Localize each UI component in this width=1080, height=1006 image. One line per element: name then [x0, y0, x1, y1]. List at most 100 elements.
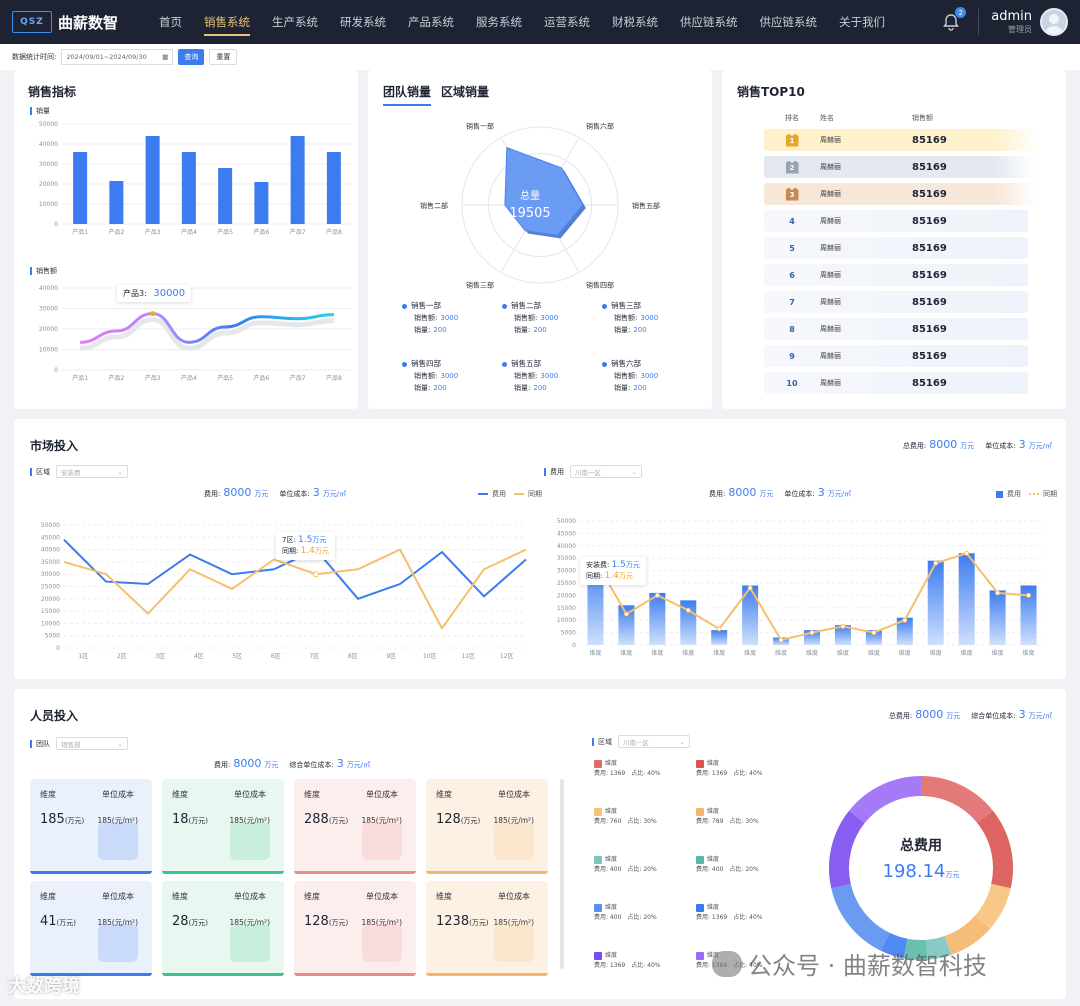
medal-icon: 1 [785, 133, 799, 147]
team-tile[interactable]: 维度 单位成本 185(万元) 185(元/m²) [30, 779, 152, 874]
team-tile[interactable]: 维度 单位成本 41(万元) 185(元/m²) [30, 881, 152, 976]
legend-swatch [594, 951, 602, 960]
x-tick-label: 产品7 [290, 228, 306, 236]
username: admin [991, 9, 1032, 24]
avatar[interactable] [1040, 8, 1068, 36]
nav-item-0[interactable]: 首页 [159, 15, 183, 29]
y-tick-label: 5000 [45, 633, 60, 640]
team-tile[interactable]: 维度 单位成本 28(万元) 185(元/m²) [162, 881, 284, 976]
nav-item-9[interactable]: 供应链系统 [759, 15, 818, 29]
team-stat-sales: 销售额: 3000 [602, 370, 658, 382]
fee-chart-tooltip: 安装费: 1.5万元 同期: 1.4万元 [580, 557, 646, 585]
donut-legend-name-text: 维度 [707, 856, 720, 863]
team-tile[interactable]: 维度 单位成本 288(万元) 185(元/m²) [294, 779, 416, 874]
team-tabs: 团队销量 区域销量 [383, 83, 489, 106]
staff-total-label: 总费用: [888, 712, 913, 720]
legend-swatch [696, 855, 704, 864]
user-role: 管理员 [1008, 25, 1032, 34]
nav-item-3[interactable]: 研发系统 [340, 15, 387, 29]
y-tick-label: 25000 [557, 580, 576, 587]
team-select[interactable]: 销售部 ⌄ [56, 737, 128, 750]
tile-header: 维度 单位成本 [304, 789, 406, 800]
team-stat-qty-value: 200 [433, 384, 447, 392]
top10-name: 周赫丽 [820, 325, 841, 333]
tile-decor-icon [98, 924, 138, 962]
tab-team-sales[interactable]: 团队销量 [383, 83, 432, 106]
radar-center-value: 19505 [509, 206, 550, 221]
nav-item-2[interactable]: 生产系统 [272, 15, 319, 29]
donut-legend-fee: 费用: 400 [594, 866, 622, 873]
top10-value: 85169 [912, 296, 947, 308]
team-stat-name-text: 销售四部 [411, 359, 441, 368]
date-range-input[interactable]: 2024/09/01~2024/09/30 ▦ [61, 49, 174, 65]
team-stat-name-text: 销售三部 [611, 301, 641, 310]
legend-swatch-fee [478, 493, 488, 495]
bell-icon[interactable]: 2 [942, 7, 967, 31]
bar [218, 168, 233, 224]
tile-cost: 185(元/m²) [361, 816, 402, 825]
team-stat-sales-value: 3000 [440, 314, 459, 322]
watermark-left: 大数跨境 [8, 976, 80, 997]
tile-amount-unit: (万元) [188, 817, 209, 825]
top10-rank: 9 [789, 351, 795, 361]
donut-legend-values: 费用: 400 占比: 20% [696, 865, 759, 875]
x-tick-label: 1区 [78, 653, 88, 660]
series-line-1 [63, 548, 527, 631]
nav-item-1[interactable]: 销售系统 [193, 0, 261, 44]
area-select[interactable]: 川南一区 ⌄ [618, 735, 690, 748]
team-stat-sales: 销售额: 3000 [402, 370, 458, 382]
tiles-scrollbar[interactable] [560, 779, 564, 969]
fee-tip-v1: 1.5 [611, 560, 626, 570]
team-tile[interactable]: 维度 单位成本 1238(万元) 185(元/m²) [426, 881, 548, 976]
donut-legend-values: 费用: 1369 占比: 40% [594, 961, 660, 971]
bar [865, 630, 882, 645]
highlight-point [150, 311, 156, 317]
nav-item-4[interactable]: 产品系统 [408, 15, 455, 29]
logo[interactable]: QSZ 曲薪数智 [12, 11, 118, 33]
nav-divider [978, 9, 980, 35]
tile-amount-value: 128 [436, 812, 461, 827]
region-tip-title: 7区: [282, 536, 296, 544]
x-tick-label: 维度 [930, 649, 942, 657]
query-button[interactable]: 查询 [178, 49, 205, 65]
team-tile[interactable]: 维度 单位成本 128(万元) 185(元/m²) [294, 881, 416, 976]
tile-amount: 128(万元) [304, 914, 348, 929]
prior-point [995, 590, 1001, 596]
tile-h2: 单位成本 [498, 892, 530, 901]
y-tick-label: 45000 [41, 534, 60, 541]
watermark-right-text: 公众号 · 曲薪数智科技 [748, 952, 987, 980]
prior-point [964, 550, 970, 556]
user-info[interactable]: admin 管理员 [991, 9, 1032, 35]
team-tile[interactable]: 维度 单位成本 18(万元) 185(元/m²) [162, 779, 284, 874]
nav-item-10[interactable]: 关于我们 [839, 15, 886, 29]
legend-prior-line: 同期 [1043, 490, 1057, 498]
region-select[interactable]: 安装费 ⌄ [56, 465, 128, 478]
tile-values: 185(万元) 185(元/m²) [40, 812, 142, 827]
team-stat-2: 销售三部 销售额: 3000 销量: 200 [602, 300, 658, 336]
nav-item-8[interactable]: 供应链系统 [680, 15, 738, 29]
tab-area-sales[interactable]: 区域销量 [441, 85, 490, 99]
reset-button[interactable]: 重置 [209, 49, 238, 65]
top10-row: 3 周赫丽 85169 [764, 183, 1036, 205]
radar-center-label: 总量 [520, 189, 540, 202]
team-stat-sales-value: 3000 [440, 372, 459, 380]
bar [742, 585, 759, 645]
tile-header: 维度 单位成本 [172, 891, 274, 902]
fee-select[interactable]: 川南一区 ⌄ [570, 465, 642, 478]
donut-legend-fee: 费用: 1369 [594, 962, 626, 969]
top10-rank: 2 [764, 160, 820, 174]
donut-legend-ratio: 占比: 30% [627, 818, 657, 825]
tile-h1: 维度 [172, 892, 188, 901]
team-tile[interactable]: 维度 单位成本 128(万元) 185(元/m²) [426, 779, 548, 874]
top10-row: 1 周赫丽 85169 [764, 129, 1036, 151]
radar-axis-label: 销售四部 [586, 281, 614, 290]
x-tick-label: 维度 [620, 649, 632, 657]
legend-swatch [696, 759, 704, 768]
nav-item-5[interactable]: 服务系统 [476, 15, 523, 29]
top10-rank: 6 [789, 270, 795, 280]
x-tick-label: 产品5 [217, 228, 233, 236]
amount-subtitle-text: 销售额 [36, 267, 57, 275]
nav-item-7[interactable]: 财税系统 [612, 15, 659, 29]
donut-legend-name: 维度 [594, 951, 660, 961]
nav-item-6[interactable]: 运营系统 [544, 15, 591, 29]
